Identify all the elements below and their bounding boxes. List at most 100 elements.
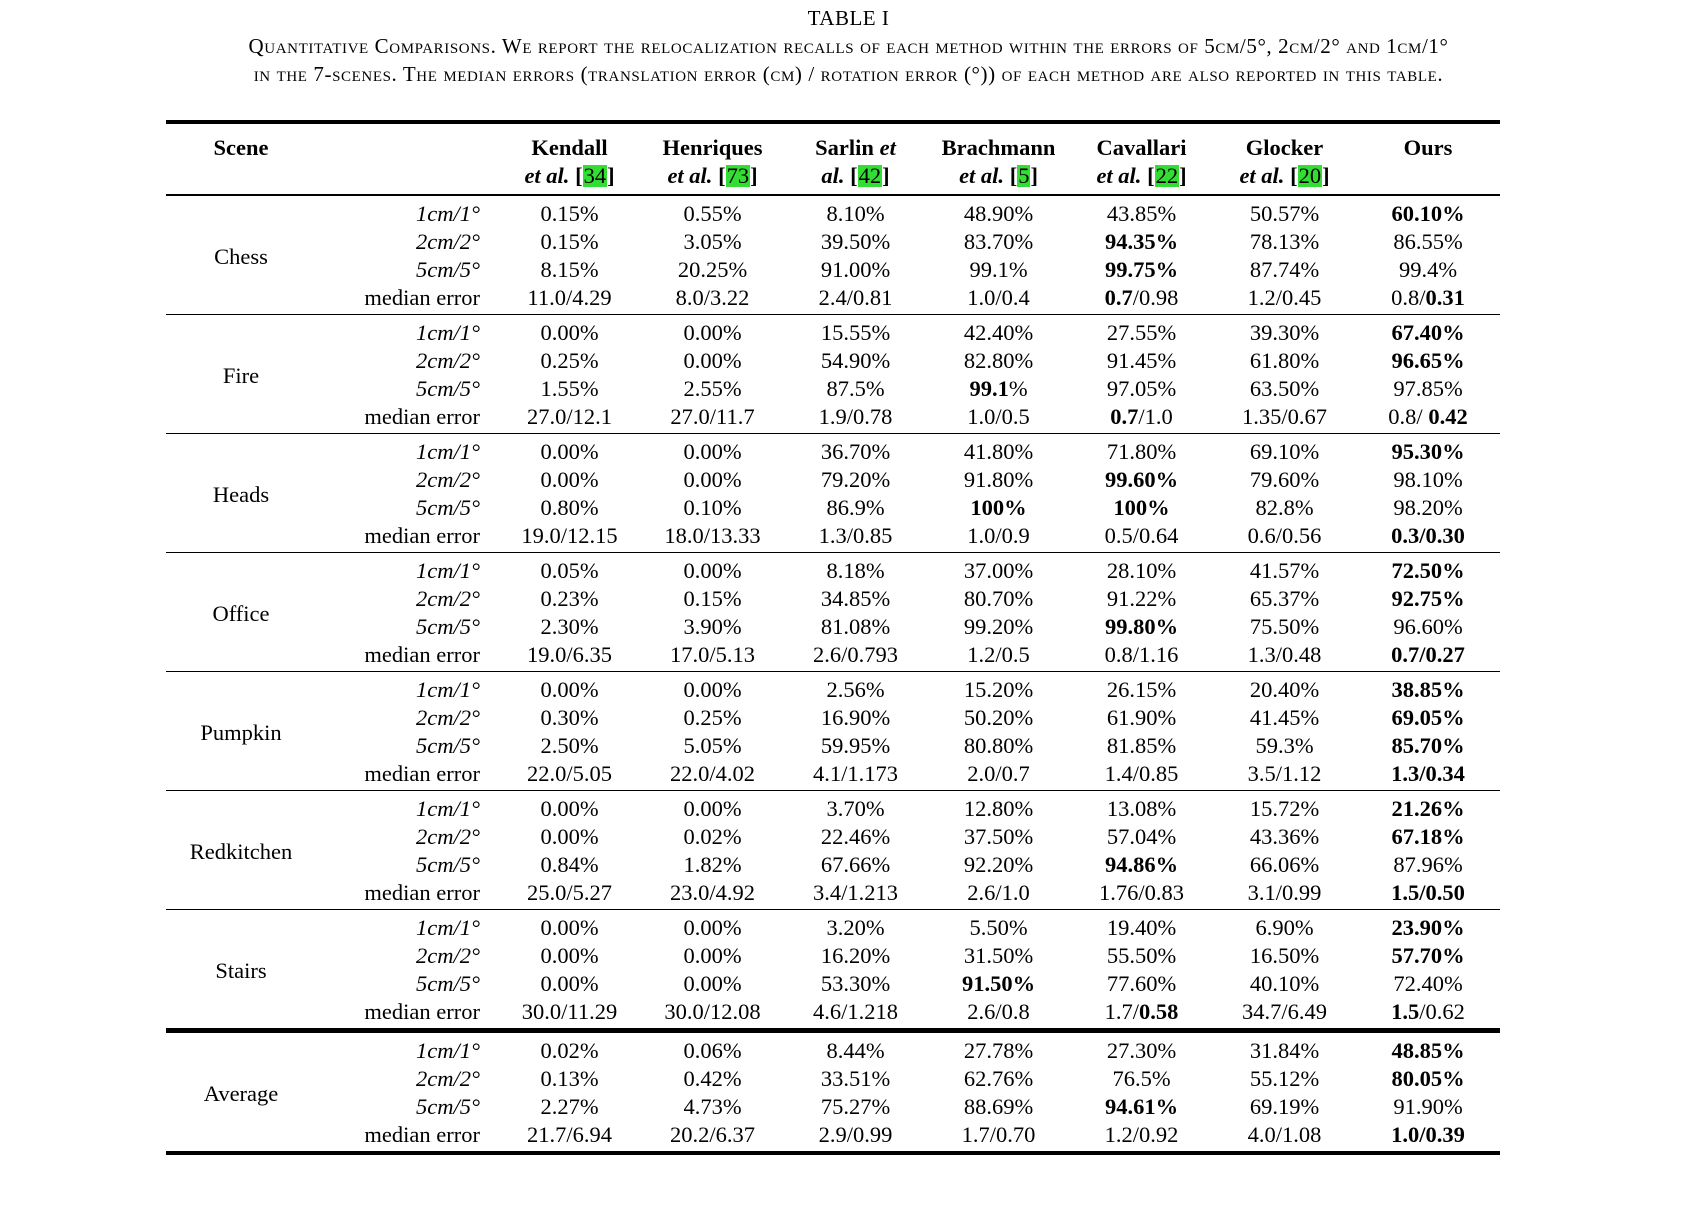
- table-row: 2cm/2° 0.00% 0.00% 16.20% 31.50% 55.50% 16.50%…: [166, 942, 1500, 970]
- table-cell: 2.4/0.81: [818, 285, 893, 310]
- citation-link[interactable]: 5: [1017, 163, 1031, 188]
- table-cell: 59.95%: [820, 733, 891, 758]
- table-cell: 0.00%: [540, 971, 599, 996]
- table-cell: 34.7/6.49: [1241, 999, 1327, 1024]
- table-cell: 0.00%: [540, 915, 599, 940]
- table-cell: 11.0/4.29: [527, 285, 612, 310]
- citation-link[interactable]: 22: [1154, 163, 1180, 188]
- table-row: 5cm/5° 2.50% 5.05% 59.95% 80.80% 81.85% 59.3% 8…: [166, 732, 1500, 760]
- scene-label: Fire: [222, 363, 260, 388]
- metric-label: 2cm/2°: [416, 1066, 480, 1091]
- table-cell: 6.90%: [1255, 915, 1314, 940]
- metric-label: median error: [364, 999, 480, 1024]
- table-cell: 21.26%: [1391, 796, 1465, 821]
- table-cell: 50.20%: [963, 705, 1034, 730]
- table-cell: 83.70%: [963, 229, 1034, 254]
- table-cell: 43.85%: [1106, 201, 1177, 226]
- table-cell: 69.05%: [1391, 705, 1465, 730]
- table-cell: 67.40%: [1391, 320, 1465, 345]
- metric-label: 5cm/5°: [416, 376, 480, 401]
- metric-label: 1cm/1°: [416, 320, 480, 345]
- header-method-4: Cavallari et al. [22]: [1096, 135, 1187, 188]
- metric-label: 1cm/1°: [416, 439, 480, 464]
- table-cell: 0.8/0.31: [1391, 285, 1465, 310]
- table-cell: 80.05%: [1391, 1066, 1465, 1091]
- table-row: 2cm/2° 0.23% 0.15% 34.85% 80.70% 91.22% 65.37%…: [166, 585, 1500, 613]
- table-cell: 79.60%: [1249, 467, 1320, 492]
- citation-link[interactable]: 73: [725, 163, 751, 188]
- scene-group-average: Average 1cm/1° 0.02% 0.06% 8.44% 27.78% 27.30%…: [166, 1031, 1500, 1153]
- table-row: median error 27.0/12.1 27.0/11.7 1.9/0.78 1.…: [166, 403, 1500, 434]
- table-cell: 69.10%: [1249, 439, 1320, 464]
- table-cell: 5.50%: [969, 915, 1028, 940]
- table-row: median error 19.0/12.15 18.0/13.33 1.3/0.85…: [166, 522, 1500, 553]
- table-cell: 1.9/0.78: [818, 404, 893, 429]
- table-row: median error 21.7/6.94 20.2/6.37 2.9/0.99 1.…: [166, 1121, 1500, 1153]
- table-cell: 23.0/4.92: [669, 880, 755, 905]
- table-cell: 18.0/13.33: [664, 523, 761, 548]
- citation-link[interactable]: 20: [1297, 163, 1323, 188]
- table-row: median error 30.0/11.29 30.0/12.08 4.6/1.21…: [166, 998, 1500, 1031]
- table-cell: 1.55%: [540, 376, 599, 401]
- table-cell: 8.18%: [826, 558, 885, 583]
- results-table: Scene Kendall et al. [34] Henriques et al. …: [166, 120, 1500, 1155]
- metric-label: 5cm/5°: [416, 257, 480, 282]
- header-method-6: Ours: [1403, 135, 1453, 160]
- table-cell: 55.12%: [1249, 1066, 1320, 1091]
- table-cell: 99.20%: [963, 614, 1034, 639]
- table-cell: 26.15%: [1106, 677, 1177, 702]
- scene-label: Redkitchen: [189, 839, 293, 864]
- table-cell: 92.75%: [1391, 586, 1465, 611]
- metric-label: median error: [364, 285, 480, 310]
- metric-label: 5cm/5°: [416, 614, 480, 639]
- metric-label: 2cm/2°: [416, 705, 480, 730]
- table-cell: 25.0/5.27: [526, 880, 612, 905]
- table-cell: 0.13%: [540, 1066, 599, 1091]
- scene-group-office: Office 1cm/1° 0.05% 0.00% 8.18% 37.00% 28.10% 4…: [166, 553, 1500, 672]
- table-cell: 0.00%: [540, 467, 599, 492]
- table-cell: 75.27%: [820, 1094, 891, 1119]
- table-cell: 0.15%: [540, 201, 599, 226]
- table-cell: 91.90%: [1393, 1094, 1463, 1119]
- table-cell: 99.80%: [1104, 614, 1179, 639]
- citation-link[interactable]: 34: [582, 163, 608, 188]
- table-cell: 0.02%: [540, 1038, 599, 1063]
- metric-label: 2cm/2°: [416, 824, 480, 849]
- table-cell: 2.50%: [540, 733, 599, 758]
- table-cell: 60.10%: [1391, 201, 1465, 226]
- table-cell: 27.78%: [963, 1038, 1034, 1063]
- table-cell: 0.42%: [683, 1066, 742, 1091]
- table-cell: 0.00%: [683, 467, 742, 492]
- table-cell: 75.50%: [1249, 614, 1320, 639]
- table-cell: 31.50%: [963, 943, 1034, 968]
- table-cell: 0.3/0.30: [1391, 523, 1465, 548]
- table-cell: 0.15%: [540, 229, 599, 254]
- table-cell: 0.00%: [683, 348, 742, 373]
- table-number: TABLE I: [807, 6, 890, 30]
- table-cell: 80.70%: [963, 586, 1034, 611]
- table-cell: 79.20%: [820, 467, 891, 492]
- table-row: 2cm/2° 0.15% 3.05% 39.50% 83.70% 94.35% 78.13%…: [166, 228, 1500, 256]
- table-cell: 81.08%: [820, 614, 891, 639]
- table-cell: 3.70%: [826, 796, 885, 821]
- table-cell: 27.55%: [1106, 320, 1177, 345]
- table-cell: 91.45%: [1106, 348, 1177, 373]
- metric-label: median error: [364, 404, 480, 429]
- table-cell: 0.00%: [683, 915, 742, 940]
- table-cell: 1.0/0.9: [967, 523, 1030, 548]
- metric-label: 5cm/5°: [416, 1094, 480, 1119]
- header-scene: Scene: [213, 135, 269, 160]
- table-cell: 0.23%: [540, 586, 599, 611]
- table-cell: 20.40%: [1249, 677, 1320, 702]
- table-cell: 99.75%: [1104, 257, 1179, 282]
- scene-label: Average: [203, 1081, 279, 1106]
- table-cell: 0.8/ 0.42: [1388, 404, 1468, 429]
- table-cell: 2.55%: [683, 376, 742, 401]
- table-cell: 28.10%: [1106, 558, 1177, 583]
- table-cell: 50.57%: [1249, 201, 1320, 226]
- table-cell: 78.13%: [1249, 229, 1320, 254]
- citation-link[interactable]: 42: [857, 163, 883, 188]
- table-cell: 0.00%: [540, 677, 599, 702]
- table-cell: 1.3/0.85: [818, 523, 893, 548]
- table-cell: 0.00%: [683, 320, 742, 345]
